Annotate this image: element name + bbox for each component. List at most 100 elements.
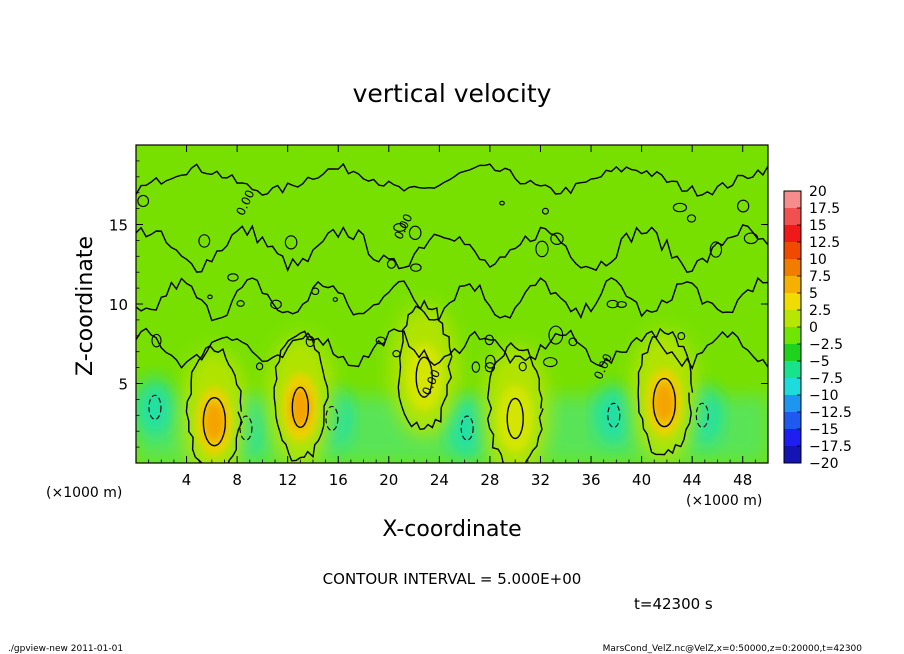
updraft-core-0 xyxy=(204,401,225,442)
contour-blob-6 xyxy=(737,199,750,213)
contour-blob-0 xyxy=(270,299,282,310)
contour-blob-10 xyxy=(484,354,496,369)
x-tick-label-10: 44 xyxy=(683,471,702,489)
contour-lines xyxy=(136,162,768,463)
plot-area: 0.000.000.000.00 xyxy=(136,145,768,463)
downdraft-3 xyxy=(447,398,488,459)
x-tick-label-0: 4 xyxy=(182,471,192,489)
contour-zero-upper xyxy=(136,224,768,274)
colorbar-swatch-3 xyxy=(784,242,801,260)
contour-blob-22 xyxy=(255,362,264,371)
contour-blob-33 xyxy=(471,361,481,373)
colorbar-label-6: 5 xyxy=(809,286,818,302)
contour-blob-8 xyxy=(408,225,422,241)
y-axis-unit: (×1000 m) xyxy=(46,485,122,501)
colorbar-swatch-8 xyxy=(784,327,801,345)
colorbar-swatch-6 xyxy=(784,293,801,311)
y-axis-label: Z-coordinate xyxy=(73,236,98,376)
contour-blob-3 xyxy=(386,259,397,269)
contour-blob-14 xyxy=(392,350,401,358)
contour-blob-11 xyxy=(137,194,150,208)
contour-0-updraft-4 xyxy=(637,327,694,456)
updraft-mid-2 xyxy=(406,343,443,412)
colorbar-label-12: −10 xyxy=(809,388,839,404)
contour-0-updraft-2 xyxy=(397,299,453,431)
colorbar-swatch-14 xyxy=(784,429,801,447)
contour-blob-28 xyxy=(227,273,239,282)
contour-blob-32 xyxy=(535,240,549,258)
contour-blob-24 xyxy=(198,234,211,248)
contour-blob-18 xyxy=(207,294,213,300)
contour-blob-37 xyxy=(375,336,386,345)
colorbar-label-5: 7.5 xyxy=(809,269,831,285)
contour-blob-26 xyxy=(236,300,245,307)
updraft-core-4 xyxy=(654,382,675,423)
colorbar-swatch-5 xyxy=(784,276,801,294)
contour-5-updraft-3 xyxy=(506,397,524,440)
contour-blob-29 xyxy=(709,241,723,258)
time-stamp: t=42300 s xyxy=(634,595,713,613)
x-axis-label: X-coordinate xyxy=(382,517,521,542)
colorbar-swatch-7 xyxy=(784,310,801,328)
contour-blob-7 xyxy=(541,207,549,215)
contour-blob-27 xyxy=(151,333,162,348)
colorbar-swatch-11 xyxy=(784,378,801,396)
colorbar-swatch-4 xyxy=(784,259,801,277)
colorbar-label-7: 2.5 xyxy=(809,303,831,319)
x-axis-ticks: 4 8 12 16 20 24 28 32 36 40 44 48 xyxy=(148,145,756,489)
contour-5-updraft-0 xyxy=(202,396,227,447)
contour-blob-9 xyxy=(518,361,527,372)
contour-5-updraft-2 xyxy=(415,356,433,398)
x-tick-label-7: 32 xyxy=(531,471,550,489)
x-tick-label-5: 24 xyxy=(430,471,449,489)
x-tick-label-9: 40 xyxy=(632,471,651,489)
x-tick-label-11: 48 xyxy=(733,471,752,489)
colorbar-label-3: 12.5 xyxy=(809,235,840,251)
contour-blob-19 xyxy=(548,325,564,345)
contour-0-updraft-3 xyxy=(486,341,544,463)
x-tick-label-4: 20 xyxy=(379,471,398,489)
x-axis-unit: (×1000 m) xyxy=(686,493,762,509)
contour-blob-30 xyxy=(568,337,578,347)
contour-blob-13 xyxy=(606,299,619,309)
contour-zero-lower xyxy=(136,327,768,371)
contour-neg5-downdraft-0 xyxy=(148,394,162,420)
x-tick-label-6: 28 xyxy=(480,471,499,489)
contour-5-updraft-4 xyxy=(652,377,677,428)
contour-blob-12 xyxy=(672,202,688,213)
contour-interval-note: CONTOUR INTERVAL = 5.000E+00 xyxy=(323,570,582,588)
contour-blob-20 xyxy=(484,334,494,346)
contour-blob-1 xyxy=(284,235,298,250)
contour-neg5-downdraft-3 xyxy=(460,415,474,441)
x-tick-label-8: 36 xyxy=(581,471,600,489)
colorbar-swatch-13 xyxy=(784,412,801,430)
contour-blob-25 xyxy=(499,200,505,206)
colorbar-label-9: −2.5 xyxy=(809,337,843,353)
colorbar-swatch-15 xyxy=(784,446,801,464)
colorbar: 2017.51512.5107.552.50−2.5−5−7.5−10−12.5… xyxy=(783,184,852,472)
contour-blob-36 xyxy=(484,362,496,373)
x-tick-label-3: 16 xyxy=(329,471,348,489)
contour-blob-4 xyxy=(686,214,697,223)
colorbar-swatch-9 xyxy=(784,344,801,362)
contour-neg5-downdraft-1 xyxy=(239,415,253,441)
contour-blob-31 xyxy=(305,336,315,348)
colorbar-label-11: −7.5 xyxy=(809,371,843,387)
colorbar-swatch-0 xyxy=(784,191,801,209)
colorbar-label-4: 10 xyxy=(809,252,827,268)
colorbar-swatch-2 xyxy=(784,225,801,243)
contour-neg5-downdraft-5 xyxy=(695,402,709,428)
colorbar-label-10: −5 xyxy=(809,354,830,370)
downdraft-0 xyxy=(136,377,175,438)
contour-blob-15 xyxy=(332,297,338,302)
contour-neg5-downdraft-2 xyxy=(325,405,339,432)
x-tick-label-2: 12 xyxy=(278,471,297,489)
colorbar-label-8: 0 xyxy=(809,320,818,336)
colorbar-label-1: 17.5 xyxy=(809,201,840,217)
contour-blob-17 xyxy=(410,263,422,272)
colorbar-label-13: −12.5 xyxy=(809,405,852,421)
contour-blob-21 xyxy=(311,287,320,296)
colorbar-label-2: 15 xyxy=(809,218,827,234)
y-tick-label-0: 5 xyxy=(118,376,128,394)
colorbar-swatch-10 xyxy=(784,361,801,379)
